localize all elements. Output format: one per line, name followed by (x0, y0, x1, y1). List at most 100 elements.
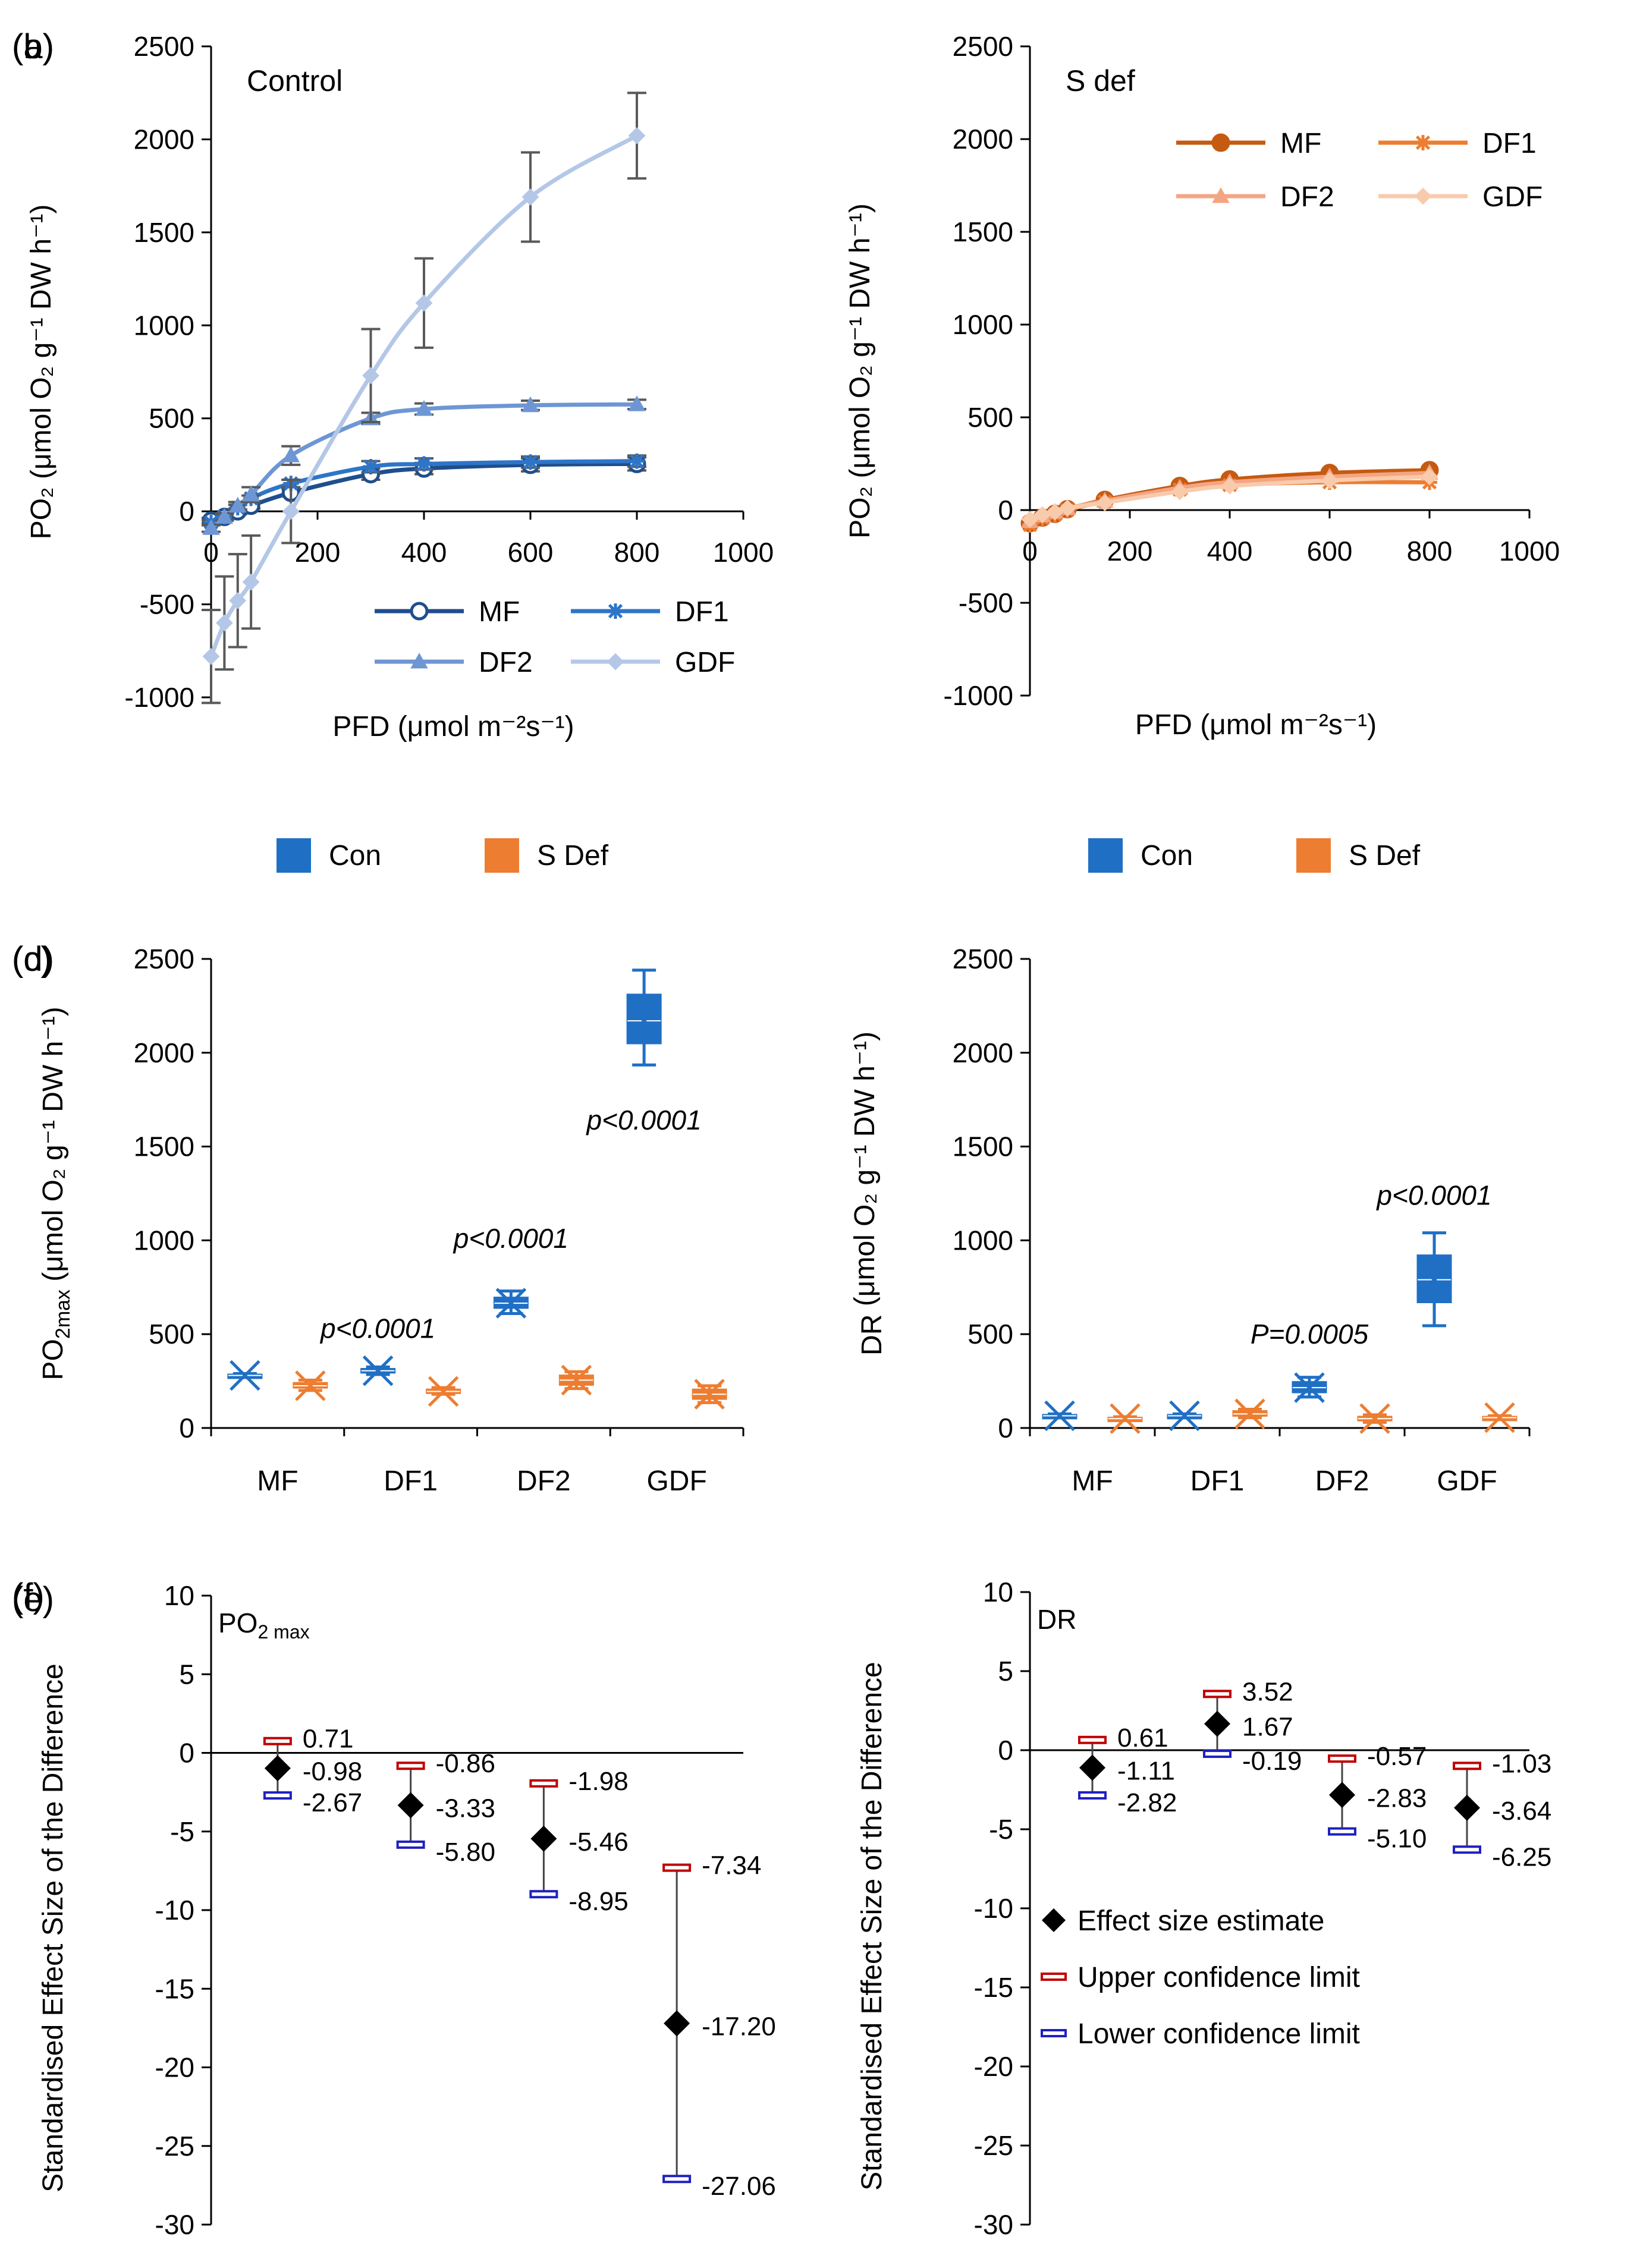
x-tick-label: DF1 (1190, 1465, 1245, 1497)
mean-marker (428, 1376, 459, 1407)
estimate-marker (1329, 1782, 1355, 1808)
estimate-label: -0.98 (303, 1757, 362, 1786)
data-point-DF2 (628, 395, 646, 411)
y-tick-label: -1000 (943, 680, 1013, 711)
legend-label-Con: Con (329, 840, 381, 872)
y-tick-label: 500 (967, 402, 1013, 433)
x-tick-label: MF (1072, 2262, 1113, 2265)
box-Con-DF2 (493, 1288, 529, 1319)
y-tick-label: 1000 (953, 309, 1013, 340)
y-tick-label: 500 (967, 1319, 1013, 1350)
x-tick-label: MF (257, 2262, 298, 2265)
estimate-label: -17.20 (702, 2012, 776, 2041)
y-tick-label: -1000 (124, 682, 194, 713)
x-tick-label: DF2 (517, 1465, 571, 1497)
legend: MF DF1 DF2 GDF (375, 596, 735, 678)
panel-label: (d) (12, 940, 54, 979)
panel-label: (e) (12, 1580, 54, 1619)
y-tick-label: 0 (179, 1738, 194, 1769)
y-axis-title-sub: 2max (52, 1289, 74, 1339)
x-tick-label: GDF (646, 2262, 706, 2265)
data-point-GDF (522, 188, 539, 206)
box-S Def-MF (293, 1370, 328, 1401)
y-axis-title: PO₂ (μmol O₂ g⁻¹ DW h⁻¹) (844, 203, 876, 539)
y-axis-title: DR (μmol O₂ g⁻¹ DW h⁻¹) (849, 1031, 888, 1355)
data-point-DF1 (416, 456, 432, 472)
x-tick-label: DF2 (1315, 2262, 1369, 2265)
y-tick-label: -500 (959, 587, 1013, 618)
p-value-annotation: p<0.0001 (586, 1105, 702, 1135)
y-tick-label: 1500 (134, 1131, 194, 1162)
legend-swatch-Con (277, 838, 311, 873)
y-axis-title-rest: (μmol O₂ g⁻¹ DW h⁻¹) (37, 1006, 69, 1289)
data-point-GDF (1171, 483, 1189, 501)
p-value-annotation: P=0.0005 (1251, 1319, 1369, 1350)
mean-marker (629, 1005, 659, 1036)
x-axis-title: PFD (μmol m⁻²s⁻¹) (1135, 709, 1377, 741)
legend-marker-GDF (607, 653, 624, 671)
x-tick-label: DF1 (384, 2262, 438, 2265)
y-tick-label: 1000 (134, 1225, 194, 1256)
y-tick-label: 5 (179, 1659, 194, 1690)
y-tick-label: -5 (989, 1814, 1013, 1845)
mean-marker (362, 1355, 394, 1386)
y-axis-title-main: PO (37, 1339, 69, 1380)
lower-limit-marker (1453, 1845, 1481, 1854)
y-tick-label: 2500 (134, 943, 194, 974)
data-point-GDF (1321, 471, 1339, 489)
panel-f: -30 -25 -20 -15 -10 -5 0 5 10 MF 0.61 -1.11-2.82 DF1… (12, 1577, 1551, 2268)
box-Con-DF2 (1292, 1372, 1327, 1403)
y-tick-label: 10 (983, 1577, 1013, 1608)
x-tick-label: MF (1072, 1465, 1113, 1497)
legend-label-S Def: S Def (537, 840, 609, 872)
data-point-GDF (242, 573, 260, 591)
legend: Con S Def (277, 838, 609, 873)
legend-lower-marker (1041, 2029, 1067, 2037)
estimate-label: -1.11 (1117, 1757, 1175, 1786)
y-tick-label: -20 (974, 2051, 1013, 2082)
lower-limit-marker (662, 2175, 692, 2184)
mean-marker (1234, 1398, 1265, 1430)
upper-limit-marker (1453, 1761, 1481, 1770)
mean-marker (1294, 1372, 1325, 1403)
lower-limit-marker (1328, 1827, 1356, 1836)
box-S Def-GDF (1482, 1402, 1518, 1433)
legend-marker-GDF (1414, 187, 1432, 205)
upper-limit-marker (1328, 1754, 1356, 1763)
legend-label-DF1: DF1 (675, 596, 729, 628)
p-value-annotation: p<0.0001 (453, 1223, 568, 1254)
x-tick-label: 0 (203, 537, 219, 568)
legend-marker-MF (410, 602, 429, 621)
data-point-DF2 (415, 400, 433, 416)
upper-limit-marker (263, 1737, 292, 1745)
legend: MF DF1 DF2 GDF (1176, 128, 1543, 213)
y-tick-label: 2000 (134, 124, 194, 155)
x-tick-label: GDF (1437, 1465, 1497, 1497)
upper-label: -7.34 (702, 1851, 761, 1880)
legend: Effect size estimate Upper confidence lim… (1041, 1905, 1360, 2050)
estimate-marker (397, 1792, 424, 1819)
legend-label-Con: Con (1141, 840, 1193, 872)
upper-label: -0.57 (1367, 1742, 1427, 1771)
box-S Def-DF1 (1232, 1398, 1268, 1430)
box-S Def-DF2 (558, 1364, 594, 1396)
p-value-annotation: p<0.0001 (1375, 1179, 1491, 1210)
box-Con-MF (227, 1360, 263, 1391)
lower-label: -8.95 (568, 1887, 628, 1916)
estimate-label: 1.67 (1242, 1713, 1293, 1742)
data-point-GDF (1096, 494, 1114, 511)
data-point-DF2 (522, 396, 539, 413)
x-tick-label: 0 (1022, 536, 1038, 567)
data-point-DF1 (523, 454, 538, 470)
x-tick-label: 200 (295, 537, 341, 568)
lower-label: -6.25 (1492, 1842, 1551, 1871)
estimate-label: -5.46 (568, 1827, 628, 1857)
legend-label-DF1: DF1 (1482, 128, 1537, 159)
data-point-DF2 (282, 446, 300, 463)
data-point-DF2 (229, 496, 247, 513)
y-tick-label: -10 (974, 1893, 1013, 1924)
lower-limit-marker (529, 1890, 558, 1899)
data-point-GDF (282, 502, 300, 520)
y-tick-label: -15 (974, 1972, 1013, 2003)
